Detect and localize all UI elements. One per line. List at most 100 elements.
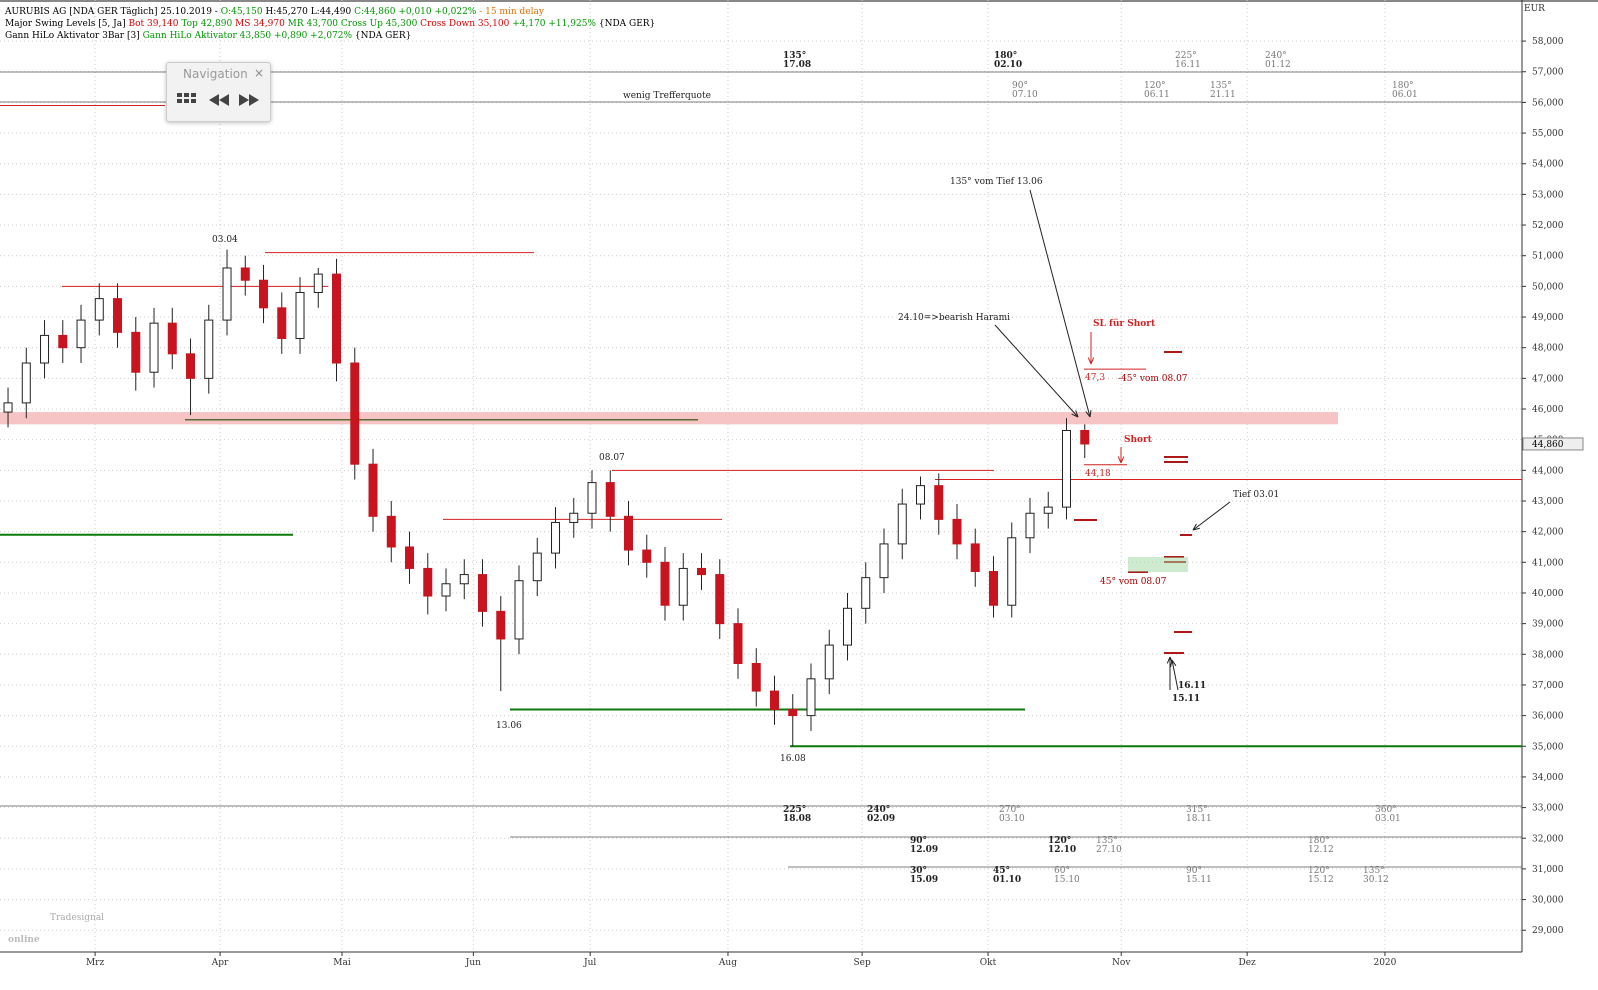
gann-angle: 90° <box>1012 81 1028 91</box>
header-text: {NDA GER} <box>352 31 412 41</box>
gann-angle: 135° <box>1096 836 1118 846</box>
header-text: Top 42,890 <box>178 19 233 29</box>
y-tick-label: 55,000 <box>1532 129 1564 139</box>
arrow <box>994 324 1079 418</box>
candle-body <box>715 574 725 625</box>
annotation: SL für Short <box>1093 318 1156 329</box>
y-tick-label: 56,000 <box>1532 98 1564 108</box>
header-text: Gann HiLo Aktivator 3Bar [3] <box>5 31 143 41</box>
y-tick-label: 39,000 <box>1532 620 1564 630</box>
gann-date: 12.09 <box>910 845 938 855</box>
date-label: 16.08 <box>780 754 806 764</box>
gann-date: 03.10 <box>999 814 1025 824</box>
candle-body <box>897 503 907 545</box>
arrow-head <box>1087 357 1095 365</box>
gann-angle: 240° <box>867 805 890 815</box>
candle-body <box>514 580 524 640</box>
candle-body <box>1043 506 1053 514</box>
header-text: C:44,860 +0,010 +0,022% <box>354 7 477 17</box>
candle-body <box>149 322 159 373</box>
header-text: MR 43,700 <box>284 19 339 29</box>
header-text: - 15 min delay <box>476 7 544 17</box>
candle-body <box>204 319 214 379</box>
annotation: 24.10=>bearish Harami <box>898 313 1010 323</box>
gann-date: 15.11 <box>1186 875 1212 885</box>
gann-angle: 120° <box>1048 836 1071 846</box>
gann-date: 18.08 <box>783 814 811 824</box>
header-text: +4,170 +11,925% <box>509 19 596 29</box>
gann-angle: 225° <box>1175 51 1197 61</box>
gann-angle: 30° <box>910 866 927 876</box>
y-tick-label: 29,000 <box>1532 926 1564 936</box>
gann-angle: 225° <box>783 805 806 815</box>
gann-angle: 90° <box>1186 866 1202 876</box>
candle-body <box>532 552 542 582</box>
price-label: 47,3 <box>1085 373 1105 383</box>
date-label: 03.04 <box>212 235 238 245</box>
logo-small: Tradesignal <box>50 913 104 923</box>
y-tick-label: 54,000 <box>1532 160 1564 170</box>
nav-grid-button[interactable] <box>176 91 198 109</box>
candle-body <box>3 402 13 413</box>
gann-angle: 120° <box>1308 866 1330 876</box>
annotation: -45° vom 08.07 <box>1118 374 1188 384</box>
candle-body <box>368 463 378 517</box>
x-tick-label: Okt <box>980 958 997 968</box>
nav-close[interactable]: × <box>253 66 264 80</box>
y-tick-label: 51,000 <box>1532 252 1564 262</box>
gann-angle: 120° <box>1144 81 1166 91</box>
candle-body <box>40 334 50 364</box>
gann-date: 01.12 <box>1265 60 1291 70</box>
y-tick-label: 49,000 <box>1532 313 1564 323</box>
candle-body <box>496 610 506 640</box>
gann-date: 15.09 <box>910 875 938 885</box>
candle-body <box>587 482 597 514</box>
y-tick-label: 43,000 <box>1532 497 1564 507</box>
candle-body <box>423 567 433 597</box>
candle-body <box>186 353 196 379</box>
nav-forward-button[interactable] <box>237 91 261 109</box>
gann-date: 17.08 <box>783 60 811 70</box>
candle-body <box>660 561 670 606</box>
candle-body <box>222 267 232 321</box>
candle-body <box>1007 537 1017 606</box>
gann-date: 03.01 <box>1375 814 1401 824</box>
candle-body <box>751 662 761 692</box>
y-tick-label: 35,000 <box>1532 742 1564 752</box>
x-tick-label: Mrz <box>86 958 105 968</box>
candle-body <box>733 623 743 664</box>
arrow-head <box>1117 456 1125 464</box>
candle-body <box>259 279 269 309</box>
x-tick-label: Dez <box>1239 958 1257 968</box>
candle-body <box>459 574 469 585</box>
y-tick-label: 32,000 <box>1532 834 1564 844</box>
x-tick-label: Sep <box>853 958 870 968</box>
annotation: Tief 03.01 <box>1233 490 1279 500</box>
header-text: Cross Down 35,100 <box>417 19 510 29</box>
candle-body <box>332 273 342 364</box>
date-label: 08.07 <box>599 453 625 463</box>
candle-body <box>58 334 68 349</box>
candle-body <box>678 567 688 606</box>
gann-angle: 360° <box>1375 805 1397 815</box>
y-tick-label: 52,000 <box>1532 221 1564 231</box>
date-label: 13.06 <box>496 721 522 731</box>
y-tick-label: 41,000 <box>1532 558 1564 568</box>
candle-body <box>770 690 780 710</box>
candle-body <box>478 574 488 612</box>
candle-body <box>1061 429 1071 508</box>
y-tick-label: 48,000 <box>1532 344 1564 354</box>
y-tick-label: 36,000 <box>1532 712 1564 722</box>
gann-angle: 180° <box>994 51 1017 61</box>
candle-body <box>350 362 360 465</box>
annotation: 45° vom 08.07 <box>1100 577 1167 587</box>
nav-back-button[interactable] <box>207 91 231 109</box>
candle-body <box>806 678 816 717</box>
candle-body <box>1080 429 1090 445</box>
header-text: H:45,270 L:44,490 <box>262 7 355 17</box>
navigation-panel: Navigation × <box>166 62 271 122</box>
nav-title: Navigation <box>183 67 248 81</box>
x-tick-label: Jul <box>583 958 596 968</box>
